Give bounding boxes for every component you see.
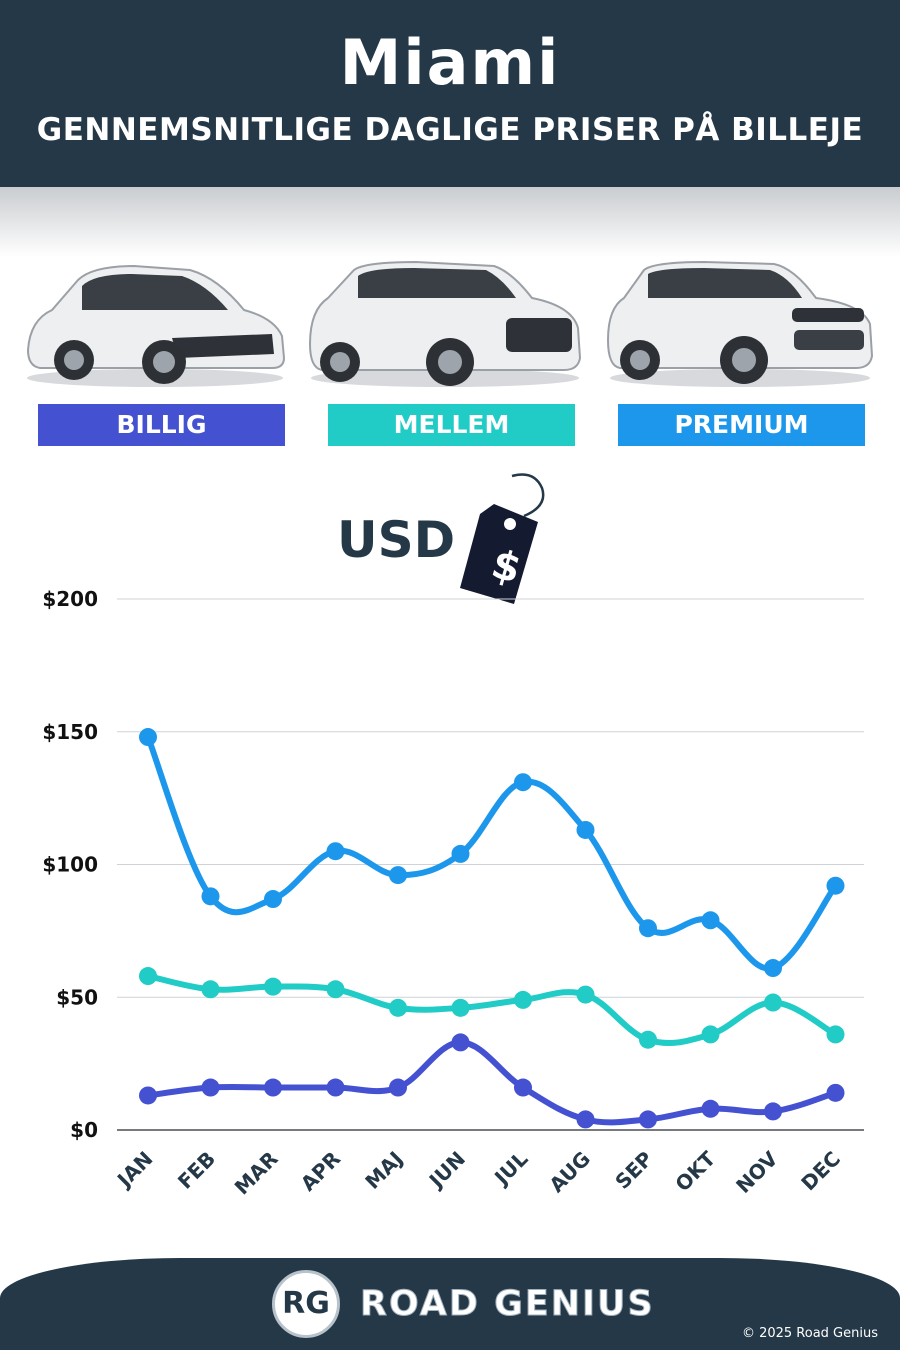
x-tick-label: AUG xyxy=(544,1147,595,1198)
hatchback-car-icon xyxy=(26,264,286,387)
data-point xyxy=(514,990,532,1009)
category-badge-mellem: MELLEM xyxy=(328,404,575,446)
city-title: Miami xyxy=(339,26,561,99)
data-point xyxy=(139,1086,157,1105)
series-line xyxy=(145,734,839,972)
data-point xyxy=(764,993,782,1012)
data-point xyxy=(701,1025,720,1044)
currency-label: USD xyxy=(337,511,456,569)
footer xyxy=(0,1258,900,1350)
chart-subtitle: GENNEMSNITLIGE DAGLIGE PRISER PÅ BILLEJE xyxy=(36,112,864,148)
price-tag-icon: $ xyxy=(460,473,545,604)
data-point xyxy=(514,1078,532,1097)
premium-suv-car-icon xyxy=(606,260,874,387)
x-tick-label: FEB xyxy=(173,1147,220,1194)
x-tick-label: MAR xyxy=(230,1147,283,1200)
data-point xyxy=(826,1025,845,1044)
data-point xyxy=(576,1110,595,1129)
y-tick-label: $150 xyxy=(42,720,98,744)
series-mellem xyxy=(139,967,845,1049)
data-point xyxy=(701,911,720,930)
data-point xyxy=(139,728,157,747)
x-tick-label: SEP xyxy=(610,1147,657,1194)
suv-car-icon xyxy=(308,260,582,387)
data-point xyxy=(201,887,220,906)
series-premium xyxy=(139,728,845,978)
data-point xyxy=(701,1099,720,1118)
data-point xyxy=(264,977,282,996)
series-line xyxy=(145,1039,839,1126)
y-tick-label: $50 xyxy=(56,985,98,1009)
data-point xyxy=(639,1110,657,1129)
data-point xyxy=(451,844,470,863)
x-tick-label: JUL xyxy=(488,1146,532,1190)
y-tick-label: $100 xyxy=(42,853,98,877)
data-point xyxy=(201,1078,220,1097)
data-point xyxy=(139,967,157,986)
data-point xyxy=(451,998,470,1017)
x-axis-ticks: JAN FEB MAR APR MAJ JUN JUL AUG SEP OKT NOV DEC xyxy=(111,1146,845,1199)
data-point xyxy=(764,1102,782,1121)
y-axis-ticks: $0 $50 $100 $150 $200 xyxy=(42,587,98,1142)
data-point xyxy=(264,1078,282,1097)
data-point xyxy=(576,985,595,1004)
data-point xyxy=(514,773,532,792)
data-point xyxy=(326,980,345,999)
x-tick-label: NOV xyxy=(731,1146,783,1198)
category-badge-premium: PREMIUM xyxy=(618,404,865,446)
data-point xyxy=(576,820,595,839)
x-tick-label: APR xyxy=(296,1147,345,1196)
data-point xyxy=(389,998,407,1017)
series-line xyxy=(145,973,839,1047)
data-point xyxy=(639,1030,657,1049)
data-point xyxy=(389,866,407,885)
copyright-text: © 2025 Road Genius xyxy=(741,1326,878,1341)
road-genius-logo: RG xyxy=(272,1270,340,1338)
series-billig xyxy=(139,1033,845,1129)
data-point xyxy=(826,876,845,895)
chart-grid xyxy=(117,598,864,1131)
chart-series xyxy=(139,728,845,1129)
x-tick-label: OKT xyxy=(670,1146,720,1196)
x-tick-label: JUN xyxy=(423,1147,470,1194)
header: Miami GENNEMSNITLIGE DAGLIGE PRISER PÅ B… xyxy=(0,0,900,187)
y-tick-label: $200 xyxy=(42,587,98,611)
data-point xyxy=(639,919,657,938)
x-tick-label: DEC xyxy=(796,1147,845,1196)
x-tick-label: MAJ xyxy=(360,1147,407,1194)
brand-name: ROAD GENIUS xyxy=(360,1284,655,1325)
data-point xyxy=(264,890,282,909)
price-line-chart: $0 $50 $100 $150 $200 JAN FEB MAR APR MAJ JUN JUL A… xyxy=(42,587,864,1199)
data-point xyxy=(201,980,220,999)
data-point xyxy=(326,1078,345,1097)
data-point xyxy=(451,1033,470,1052)
data-point xyxy=(826,1083,845,1102)
data-point xyxy=(389,1078,407,1097)
header-shadow xyxy=(0,187,900,257)
y-tick-label: $0 xyxy=(70,1118,98,1142)
category-badge-billig: BILLIG xyxy=(38,404,285,446)
x-tick-label: JAN xyxy=(111,1147,157,1193)
data-point xyxy=(764,959,782,978)
data-point xyxy=(326,842,345,861)
